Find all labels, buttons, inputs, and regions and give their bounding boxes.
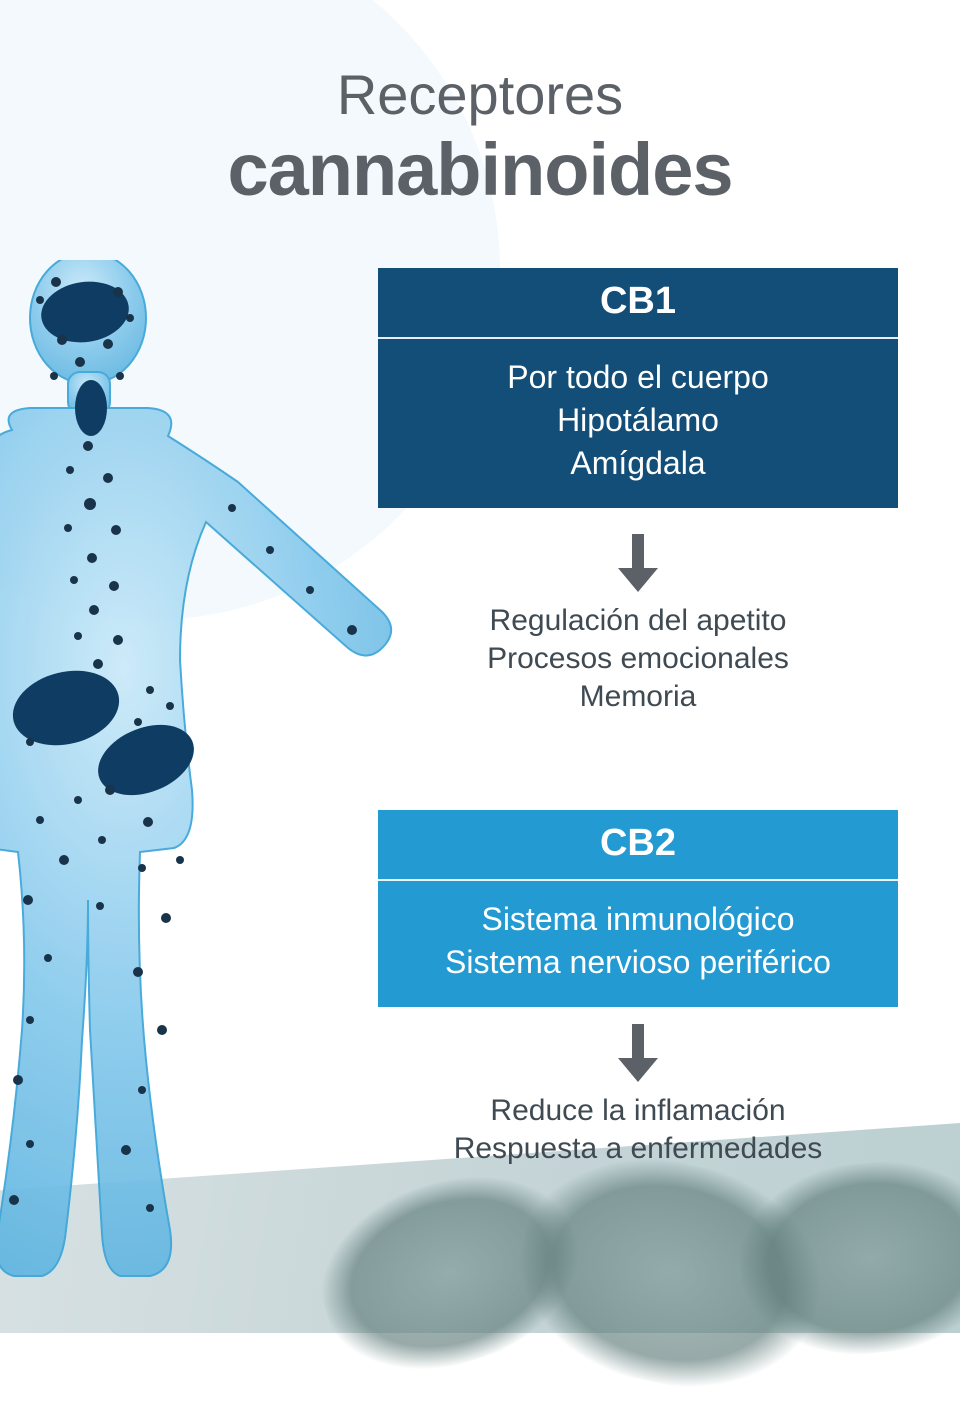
cb1-effects: Regulación del apetito Procesos emocional… (378, 600, 898, 718)
cb1-location-item: Hipotálamo (394, 402, 882, 439)
cb2-location-item: Sistema inmunológico (394, 901, 882, 938)
receptor-dot (176, 856, 184, 864)
receptor-dot (105, 785, 115, 795)
receptor-dot (157, 1025, 167, 1035)
receptor-dot (347, 625, 357, 635)
receptor-dot (74, 796, 82, 804)
arrow-down-icon (614, 534, 662, 594)
cb2-effect-item: Respuesta a enfermedades (378, 1132, 898, 1166)
organ-marker (88, 712, 205, 809)
title-line2: cannabinoides (0, 127, 960, 212)
cb2-info-box: CB2 Sistema inmunológico Sistema nervioso… (378, 810, 898, 1007)
cb2-effect-item: Reduce la inflamación (378, 1094, 898, 1128)
receptor-dot (98, 836, 106, 844)
receptor-dot (13, 1075, 23, 1085)
receptor-dot (138, 864, 146, 872)
receptor-dot (143, 817, 153, 827)
receptor-dot (26, 738, 34, 746)
cb1-locations: Por todo el cuerpo Hipotálamo Amígdala (378, 339, 898, 508)
arrow-down-icon (614, 1024, 662, 1084)
cb1-header: CB1 (378, 268, 898, 339)
cb2-locations: Sistema inmunológico Sistema nervioso per… (378, 881, 898, 1007)
receptor-dot (161, 913, 171, 923)
receptor-dot (96, 902, 104, 910)
receptor-dot (26, 1140, 34, 1148)
receptor-dot (166, 702, 174, 710)
page-title: Receptores cannabinoides (0, 62, 960, 212)
receptor-dot (133, 967, 143, 977)
receptor-dot (44, 954, 52, 962)
receptor-dot (36, 816, 44, 824)
receptor-dot (74, 632, 82, 640)
cb1-location-item: Amígdala (394, 445, 882, 482)
receptor-dot (146, 686, 154, 694)
receptor-dot (138, 1086, 146, 1094)
cb1-location-item: Por todo el cuerpo (394, 359, 882, 396)
cb2-header: CB2 (378, 810, 898, 881)
cb1-effect-item: Memoria (378, 680, 898, 714)
receptor-dot (93, 659, 103, 669)
receptor-dot (306, 586, 314, 594)
receptor-dot (134, 718, 142, 726)
title-line1: Receptores (0, 62, 960, 127)
cb2-location-item: Sistema nervioso periférico (394, 944, 882, 981)
receptor-dot (113, 635, 123, 645)
receptor-dot (26, 1016, 34, 1024)
cb1-effect-item: Regulación del apetito (378, 604, 898, 638)
cb2-effects: Reduce la inflamación Respuesta a enferme… (378, 1090, 898, 1170)
receptor-dot (23, 895, 33, 905)
receptor-dot (121, 1145, 131, 1155)
cb1-info-box: CB1 Por todo el cuerpo Hipotálamo Amígdala (378, 268, 898, 508)
receptor-dot (59, 855, 69, 865)
cb1-effect-item: Procesos emocionales (378, 642, 898, 676)
organ-marker (5, 660, 127, 756)
